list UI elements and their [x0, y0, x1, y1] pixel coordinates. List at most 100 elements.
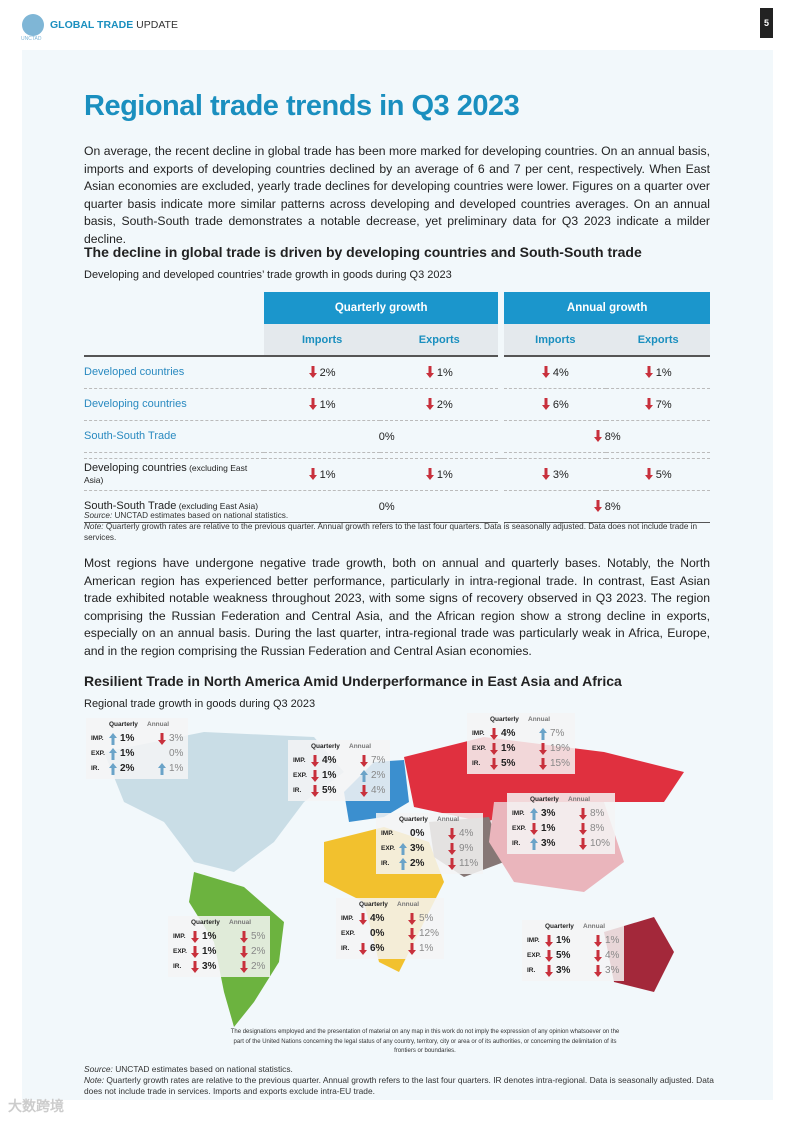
- region-row: IMP. 1% 5%: [173, 929, 265, 944]
- arrow-down-icon: [408, 942, 416, 955]
- cell-value: 1%: [319, 468, 336, 481]
- col-quarterly: Quarterly: [399, 816, 428, 823]
- row-label: EXP.: [512, 825, 526, 832]
- table-cell-merged: 0%: [264, 420, 499, 453]
- arrow-down-icon: [541, 397, 550, 410]
- cell-value: 0%: [378, 500, 395, 513]
- arrow-down-icon: [593, 429, 602, 442]
- arrow-down-icon: [308, 397, 317, 410]
- region-box-africa: Quarterly Annual IMP. 4% 5% EXP. 0% 12% IR. 6% 1%: [336, 898, 445, 959]
- region-row: IR. 3% 3%: [527, 963, 619, 978]
- region-box-latin-america: Quarterly Annual IMP. 1% 5% EXP. 1% 2% IR. 3% 2%: [168, 916, 271, 977]
- row-label: IMP.: [173, 933, 186, 940]
- region-row: IR. 6% 1%: [341, 941, 439, 956]
- page-title: Regional trade trends in Q3 2023: [84, 90, 520, 122]
- cell-value: 4%: [552, 366, 569, 379]
- row-label-text: South-South Trade: [84, 500, 177, 512]
- arrow-down-icon: [490, 757, 498, 770]
- table-cell: 2%: [380, 388, 499, 421]
- annual-value: 11%: [459, 858, 479, 869]
- col-quarterly: Quarterly: [311, 743, 340, 750]
- arrow-up-icon: [109, 762, 117, 775]
- quarterly-value: 1%: [202, 946, 217, 957]
- annual-value: 7%: [550, 728, 565, 739]
- arrow-down-icon: [530, 822, 538, 835]
- arrow-down-icon: [311, 754, 319, 767]
- region-row: IR. 2% 1%: [91, 761, 183, 776]
- quarterly-value: 3%: [541, 838, 556, 849]
- arrow-down-icon: [360, 754, 368, 767]
- table-cell: 3%: [504, 458, 607, 491]
- row-label: EXP.: [293, 772, 307, 779]
- group-annual: Annual growth: [504, 292, 710, 324]
- arrow-down-icon: [158, 732, 166, 745]
- row-label-text: South-South Trade: [84, 430, 177, 442]
- arrow-down-icon: [644, 397, 653, 410]
- table-cell: 1%: [380, 356, 499, 389]
- table-cell: 6%: [504, 388, 607, 421]
- table-cell: 2%: [264, 356, 381, 389]
- row-label: South-South Trade: [84, 420, 264, 453]
- col-annual: Annual: [397, 901, 420, 908]
- region-box-north-america: Quarterly Annual IMP. 1% 3% EXP. 1% 0% IR. 2% 1%: [86, 718, 189, 779]
- arrow-down-icon: [408, 927, 416, 940]
- arrow-down-icon: [425, 365, 434, 378]
- quarterly-value: 1%: [556, 935, 571, 946]
- row-label: Developing countries (excluding East Asi…: [84, 458, 264, 491]
- row-label: IR.: [381, 860, 390, 867]
- title-rest: UPDATE: [133, 19, 178, 31]
- row-label: IR.: [527, 967, 536, 974]
- cell-value: 8%: [604, 430, 621, 443]
- row-label: IR.: [472, 760, 481, 767]
- arrow-down-icon: [408, 912, 416, 925]
- arrow-down-icon: [545, 934, 553, 947]
- region-row: EXP. 0% 12%: [341, 926, 439, 941]
- quarterly-value: 3%: [556, 965, 571, 976]
- arrow-down-icon: [240, 945, 248, 958]
- quarterly-value: 1%: [322, 770, 337, 781]
- region-row: IR. 3% 2%: [173, 959, 265, 974]
- annual-value: 4%: [605, 950, 620, 961]
- table-cell: 7%: [606, 388, 710, 421]
- un-logo-icon: [22, 14, 44, 36]
- row-label: IR.: [173, 963, 182, 970]
- quarterly-value: 2%: [410, 858, 425, 869]
- page-number: 5: [760, 8, 773, 38]
- table-cell: 1%: [380, 458, 499, 491]
- region-row: EXP. 1% 8%: [512, 821, 610, 836]
- quarterly-value: 3%: [410, 843, 425, 854]
- region-row: IMP. 4% 7%: [472, 726, 570, 741]
- arrow-down-icon: [308, 365, 317, 378]
- col-q-imports: Imports: [264, 324, 381, 357]
- table-row: South-South Trade (excluding East Asia) 0…: [84, 490, 710, 523]
- annual-value: 2%: [251, 961, 266, 972]
- quarterly-value: 4%: [501, 728, 516, 739]
- col-quarterly: Quarterly: [490, 716, 519, 723]
- table-cell-merged: 8%: [504, 490, 710, 523]
- arrow-up-icon: [530, 837, 538, 850]
- cell-value: 8%: [604, 500, 621, 513]
- quarterly-value: 1%: [501, 743, 516, 754]
- region-row: IR. 5% 4%: [293, 783, 385, 798]
- logo-text: UNCTAD: [21, 36, 42, 42]
- cell-value: 1%: [319, 398, 336, 411]
- region-row: IMP. 1% 3%: [91, 731, 183, 746]
- region-row: EXP. 1% 0%: [91, 746, 183, 761]
- arrow-down-icon: [579, 822, 587, 835]
- arrow-up-icon: [109, 732, 117, 745]
- region-row: EXP. 1% 2%: [173, 944, 265, 959]
- region-row: IMP. 4% 7%: [293, 753, 385, 768]
- quarterly-value: 5%: [556, 950, 571, 961]
- arrow-down-icon: [359, 912, 367, 925]
- quarterly-value: 3%: [541, 808, 556, 819]
- region-row: IR. 5% 15%: [472, 756, 570, 771]
- cell-value: 2%: [436, 398, 453, 411]
- arrow-up-icon: [109, 747, 117, 760]
- col-annual: Annual: [437, 816, 460, 823]
- row-label-text: Developing countries: [84, 462, 187, 474]
- col-quarterly: Quarterly: [109, 721, 138, 728]
- arrow-down-icon: [308, 467, 317, 480]
- map-notes: Source: UNCTAD estimates based on nation…: [84, 1064, 724, 1097]
- arrow-down-icon: [539, 742, 547, 755]
- region-box-russia-central-asia: Quarterly Annual IMP. 4% 7% EXP. 1% 19% IR. 5% 15%: [467, 713, 576, 774]
